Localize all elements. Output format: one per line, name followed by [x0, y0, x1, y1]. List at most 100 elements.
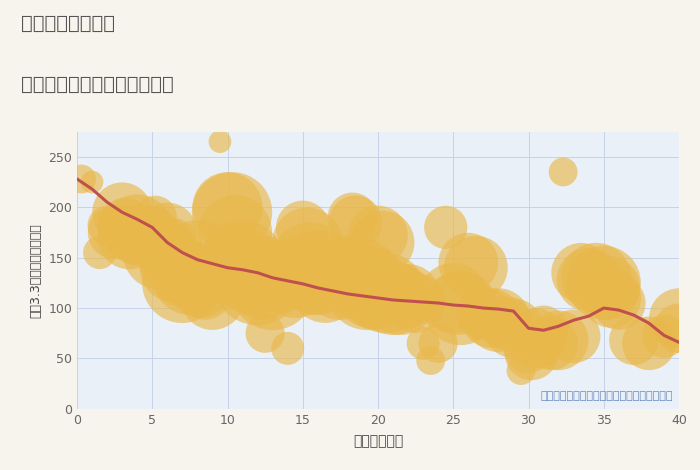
- Point: [120, 219, 131, 226]
- Point: [113, 224, 125, 231]
- Point: [129, 242, 140, 249]
- Point: [240, 266, 251, 274]
- Point: [230, 229, 241, 236]
- Point: [164, 246, 176, 253]
- Point: [395, 296, 406, 304]
- Point: [87, 178, 98, 186]
- Point: [176, 279, 188, 287]
- Point: [493, 316, 504, 324]
- Point: [226, 209, 237, 216]
- Point: [244, 269, 256, 276]
- Point: [629, 337, 640, 344]
- Point: [139, 224, 150, 231]
- Point: [452, 299, 463, 307]
- Point: [102, 222, 113, 229]
- Point: [309, 274, 321, 282]
- Point: [346, 213, 358, 221]
- Point: [526, 350, 537, 357]
- Point: [362, 284, 373, 292]
- Point: [159, 259, 170, 266]
- Point: [508, 324, 519, 332]
- Point: [134, 236, 146, 243]
- Point: [455, 304, 466, 312]
- Point: [350, 219, 361, 226]
- Point: [252, 276, 263, 283]
- Point: [365, 289, 376, 297]
- Point: [174, 269, 185, 276]
- Point: [523, 345, 534, 352]
- Point: [606, 294, 617, 302]
- Point: [320, 284, 331, 292]
- Point: [302, 239, 313, 246]
- Point: [342, 269, 354, 276]
- Point: [234, 254, 245, 261]
- Point: [613, 299, 624, 307]
- Point: [545, 340, 557, 347]
- Point: [274, 274, 286, 282]
- Point: [214, 138, 225, 145]
- Point: [377, 239, 388, 246]
- Point: [267, 284, 278, 292]
- Point: [357, 279, 368, 287]
- Point: [297, 224, 308, 231]
- Point: [147, 229, 158, 236]
- Point: [402, 292, 414, 300]
- Point: [583, 276, 594, 283]
- Point: [463, 259, 474, 266]
- Point: [290, 274, 301, 282]
- Text: 築年数別中古マンション価格: 築年数別中古マンション価格: [21, 75, 174, 94]
- Point: [603, 284, 614, 292]
- Point: [109, 229, 120, 236]
- Point: [575, 269, 587, 276]
- Point: [598, 279, 609, 287]
- Point: [433, 340, 444, 347]
- Y-axis label: 坪（3.3㎡）単価（万円）: 坪（3.3㎡）単価（万円）: [29, 223, 43, 318]
- Point: [425, 357, 436, 364]
- Point: [388, 294, 399, 302]
- Point: [335, 279, 346, 287]
- Point: [132, 226, 143, 233]
- Point: [440, 224, 452, 231]
- Point: [485, 314, 496, 322]
- Point: [154, 249, 165, 256]
- Point: [477, 309, 489, 317]
- Point: [260, 329, 271, 337]
- Point: [76, 175, 87, 183]
- Point: [256, 279, 267, 287]
- Text: 東京都西高島平駅: 東京都西高島平駅: [21, 14, 115, 33]
- X-axis label: 築年数（年）: 築年数（年）: [353, 434, 403, 448]
- Point: [643, 340, 655, 347]
- Point: [370, 294, 381, 302]
- Point: [372, 232, 384, 239]
- Point: [237, 259, 248, 266]
- Point: [557, 168, 568, 176]
- Point: [94, 249, 105, 256]
- Point: [448, 294, 459, 302]
- Point: [500, 320, 512, 327]
- Point: [553, 337, 564, 344]
- Point: [184, 274, 195, 282]
- Point: [340, 264, 351, 272]
- Point: [249, 274, 260, 282]
- Point: [531, 335, 542, 342]
- Point: [180, 272, 191, 280]
- Point: [169, 264, 181, 272]
- Point: [144, 244, 155, 251]
- Point: [270, 269, 281, 276]
- Point: [538, 327, 549, 334]
- Point: [312, 269, 323, 276]
- Point: [282, 345, 293, 352]
- Point: [658, 333, 669, 340]
- Point: [328, 274, 339, 282]
- Point: [124, 234, 135, 241]
- Point: [150, 213, 161, 221]
- Point: [470, 264, 482, 272]
- Point: [162, 229, 173, 236]
- Point: [515, 367, 526, 374]
- Point: [199, 289, 211, 297]
- Point: [380, 289, 391, 297]
- Point: [222, 204, 233, 211]
- Point: [116, 209, 128, 216]
- Point: [304, 259, 316, 266]
- Text: 円の大きさは、取引のあった物件面積を示す: 円の大きさは、取引のあった物件面積を示す: [540, 391, 673, 400]
